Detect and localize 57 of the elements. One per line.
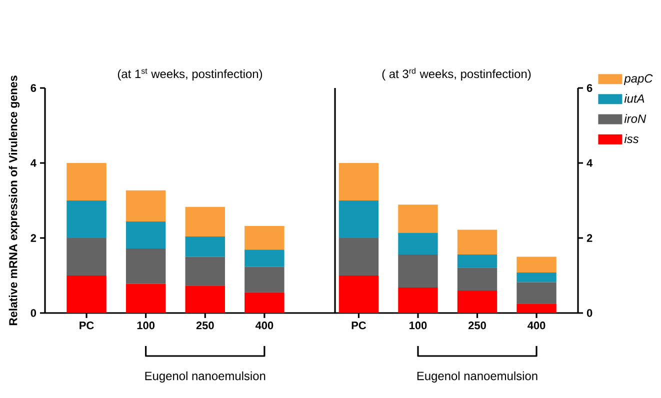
bar bbox=[338, 163, 379, 200]
bar bbox=[126, 190, 166, 222]
bar bbox=[244, 226, 284, 250]
bar bbox=[185, 206, 225, 236]
legend-label: iss bbox=[624, 134, 639, 144]
chart-title: ( at 3$^{rd}$ weeks, postinfection) bbox=[382, 68, 531, 81]
bar bbox=[244, 250, 284, 267]
x-tick-label: 250 bbox=[196, 322, 214, 330]
bar bbox=[66, 276, 106, 313]
legend-label: iroN bbox=[624, 114, 646, 123]
bar bbox=[338, 200, 379, 238]
bar bbox=[338, 238, 379, 276]
x-tick-label: 100 bbox=[137, 322, 155, 330]
x-tick-label: PC bbox=[352, 322, 366, 330]
x-tick-label: 250 bbox=[468, 322, 486, 330]
y-tick-label: 0 bbox=[586, 309, 592, 317]
y-tick-label: 6 bbox=[586, 84, 592, 92]
bar bbox=[457, 268, 498, 290]
bar bbox=[398, 204, 438, 233]
y-tick-label: 6 bbox=[30, 84, 36, 92]
x-tick-label: 400 bbox=[528, 322, 546, 330]
y-tick-label: 4 bbox=[586, 159, 593, 167]
bar bbox=[398, 288, 438, 313]
bar bbox=[457, 290, 498, 313]
x-tick-label: 400 bbox=[255, 322, 274, 330]
chart-title: (at 1$^{st}$ weeks, postinfection) bbox=[118, 68, 262, 81]
y-tick-label: 2 bbox=[586, 234, 592, 242]
bar bbox=[457, 230, 498, 254]
x-axis-title: Eugenol nanoemulsion bbox=[417, 371, 538, 383]
bar bbox=[457, 254, 498, 268]
bar bbox=[244, 292, 284, 313]
x-tick-label: 100 bbox=[410, 322, 427, 330]
bar bbox=[126, 284, 166, 313]
bar bbox=[516, 282, 556, 304]
bar bbox=[185, 236, 225, 257]
bar bbox=[66, 163, 106, 200]
x-tick-label: PC bbox=[80, 322, 94, 330]
bar bbox=[516, 304, 556, 313]
bar bbox=[185, 286, 225, 313]
bar bbox=[398, 232, 438, 254]
bar bbox=[126, 222, 166, 248]
bar bbox=[398, 254, 438, 288]
bar bbox=[338, 276, 379, 313]
bar bbox=[516, 256, 556, 272]
bar bbox=[66, 238, 106, 276]
legend-label: iutA bbox=[624, 94, 644, 103]
bar bbox=[66, 200, 106, 238]
bar bbox=[185, 256, 225, 286]
bar bbox=[516, 272, 556, 282]
bar bbox=[244, 266, 284, 292]
y-axis-title: Relative mRNA expression of Virulence genes bbox=[8, 76, 20, 326]
x-axis-title: Eugenol nanoemulsion bbox=[145, 371, 266, 383]
y-tick-label: 4 bbox=[30, 159, 36, 167]
y-tick-label: 2 bbox=[30, 234, 36, 242]
bar bbox=[126, 248, 166, 284]
y-tick-label: 0 bbox=[30, 309, 36, 317]
legend-label: papC bbox=[624, 74, 653, 86]
